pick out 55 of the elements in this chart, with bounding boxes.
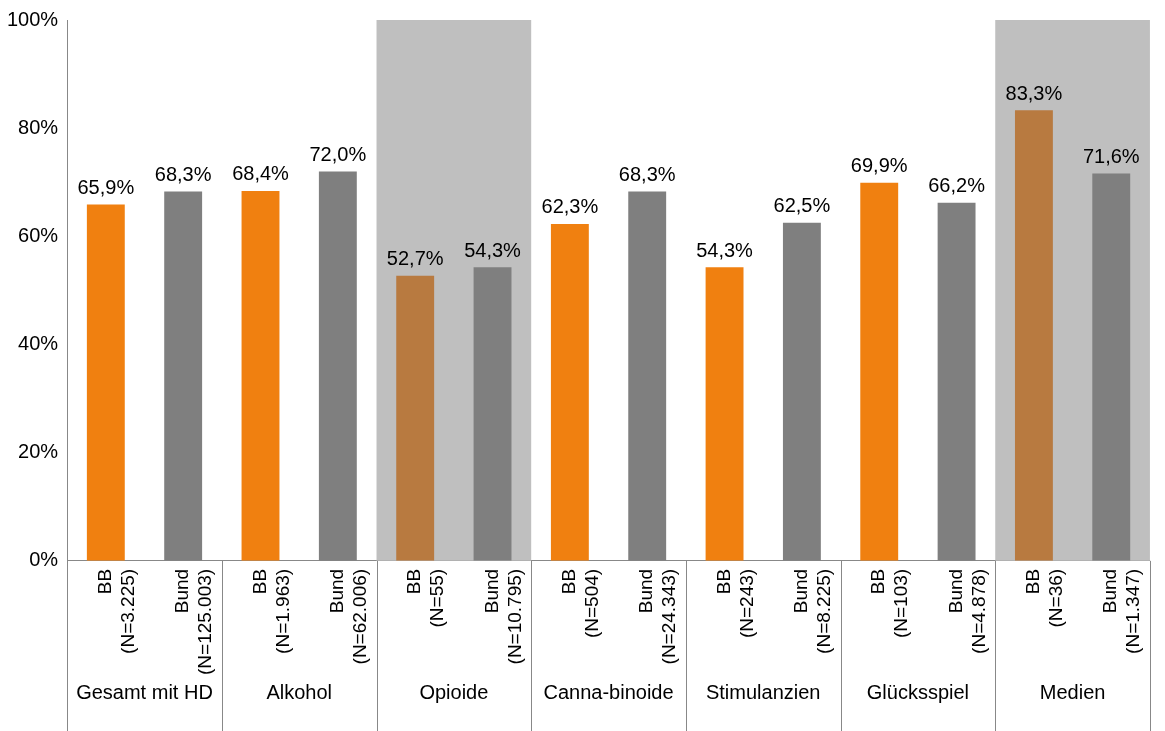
x-tick-label: Bund (N=10.795) <box>480 568 525 665</box>
data-label: 62,5% <box>773 194 831 217</box>
y-tick-label: 20% <box>18 440 59 463</box>
bar <box>550 223 589 561</box>
data-label: 83,3% <box>1005 81 1063 104</box>
x-tick-label: BB (N=36) <box>1022 568 1066 628</box>
x-tick-label: BB (N=103) <box>867 568 912 639</box>
x-tick-label: Bund (N=125.003) <box>171 568 216 675</box>
data-label: 66,2% <box>928 174 986 197</box>
bar <box>1014 110 1053 561</box>
text: Stimulanzien <box>705 680 821 703</box>
data-label: 68,3% <box>154 162 212 185</box>
data-label: 52,7% <box>386 247 444 270</box>
data-label: 68,3% <box>618 162 676 185</box>
data-label: 54,3% <box>696 238 754 261</box>
bar <box>937 202 976 561</box>
x-tick-label: Bund (N=24.343) <box>635 568 680 665</box>
x-tick-label: Bund (N=8.225) <box>790 568 834 654</box>
bar <box>241 190 280 561</box>
x-tick-label: BB (N=504) <box>558 568 602 639</box>
data-label: 65,9% <box>77 175 135 198</box>
text: Gesamt mit HD <box>76 680 213 703</box>
bar <box>318 171 357 561</box>
y-tick-label: 60% <box>18 223 59 246</box>
x-tick-label: BB (N=1.963) <box>248 568 293 654</box>
bar <box>473 267 512 561</box>
bar <box>86 204 125 561</box>
bar <box>164 191 203 561</box>
bar <box>396 275 435 561</box>
x-tick-label: BB (N=243) <box>712 568 757 639</box>
x-tick-label: Bund (N=62.006) <box>326 568 370 665</box>
text: Glücksspiel <box>866 680 970 703</box>
data-label: 54,3% <box>464 238 522 261</box>
bar <box>782 222 821 561</box>
bar <box>860 182 899 561</box>
bar <box>1092 173 1131 561</box>
y-tick-label: 40% <box>18 332 59 355</box>
y-tick-label: 0% <box>29 548 59 571</box>
y-tick-label: 80% <box>18 115 59 138</box>
x-tick-label: Bund (N=1.347) <box>1099 568 1144 654</box>
data-label: 69,9% <box>850 154 908 177</box>
x-tick-label: Bund (N=4.878) <box>944 568 989 654</box>
text: Canna-binoide <box>543 680 674 703</box>
data-label: 71,6% <box>1082 145 1140 168</box>
data-label: 72,0% <box>309 142 367 165</box>
x-tick-label: BB (N=55) <box>403 568 448 628</box>
text: Alkohol <box>266 680 332 703</box>
data-label: 68,4% <box>232 162 290 185</box>
y-tick-label: 100% <box>7 7 59 30</box>
data-label: 62,3% <box>541 195 599 218</box>
bar <box>628 191 667 561</box>
x-tick-label: BB (N=3.225) <box>94 568 138 654</box>
text: Medien <box>1039 680 1106 703</box>
bar <box>705 267 744 561</box>
text: Opioide <box>419 680 489 703</box>
